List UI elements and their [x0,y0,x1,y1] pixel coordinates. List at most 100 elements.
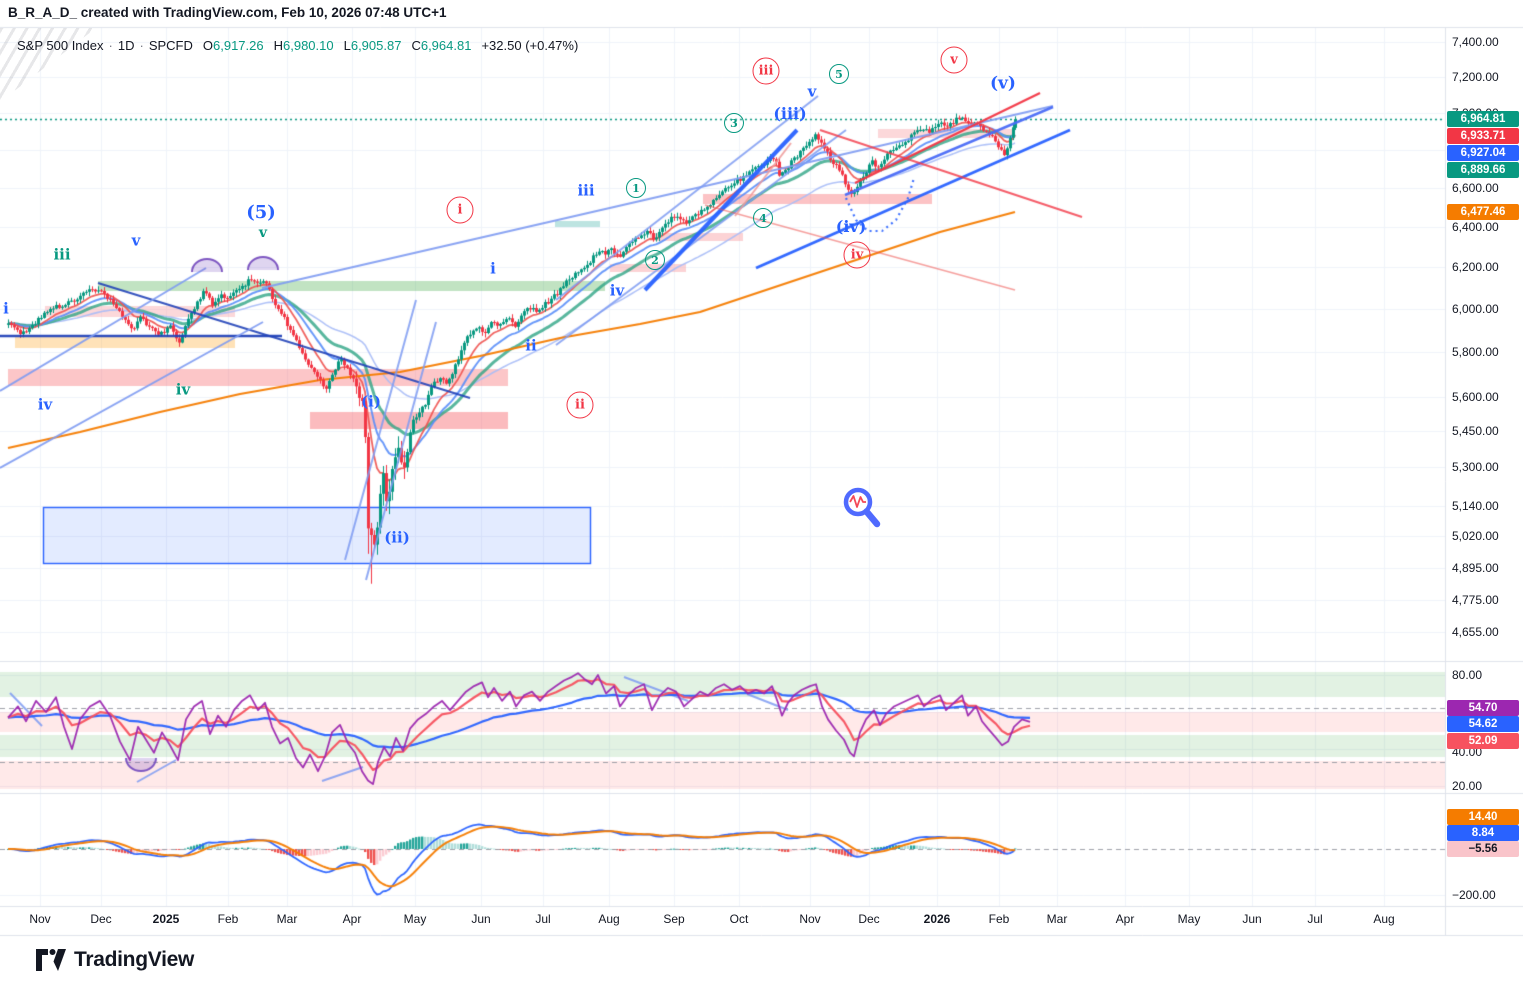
close-value: 6,964.81 [420,38,472,53]
price-axis-label: 5,300.00 [1452,459,1499,474]
wave-label-iii[interactable]: iii [53,245,71,264]
close-letter: C [411,38,421,53]
price-axis-label: 4,895.00 [1452,561,1499,576]
wave-label-iv[interactable]: iv [843,241,871,269]
macd-value-badge: 14.40 [1447,809,1519,825]
time-axis-label[interactable]: Aug [598,912,620,926]
price-axis-label: 6,000.00 [1452,301,1499,316]
wave-label-v[interactable]: v [131,231,141,250]
wave-label-2[interactable]: 2 [645,250,665,270]
time-axis-label[interactable]: Sep [663,912,685,926]
time-axis-label[interactable]: Mar [1046,912,1068,926]
time-axis-label[interactable]: May [1177,912,1201,926]
wave-label-iii[interactable]: iii [577,181,595,200]
price-axis-label: 7,400.00 [1452,35,1499,49]
symbol-name[interactable]: S&P 500 Index [17,38,104,53]
symbol-legend[interactable]: S&P 500 Index · 1D · SPCFD O6,917.26 H6,980.10… [17,38,578,53]
interval-label[interactable]: 1D [117,38,135,53]
price-axis-label: 6,600.00 [1452,180,1499,195]
open-value: 6,917.26 [213,38,264,53]
time-axis-label[interactable]: Jun [1242,912,1262,926]
time-axis-label[interactable]: Feb [988,912,1010,926]
wave-label-v[interactable]: v [807,82,817,101]
price-axis-label: 5,450.00 [1452,424,1499,439]
time-axis-label[interactable]: Jul [1307,912,1323,926]
wave-label-3[interactable]: 3 [724,113,744,133]
rsi-value-badge: 52.09 [1447,733,1519,749]
price-axis-label: 6,200.00 [1452,260,1499,275]
rsi-value-badge: 54.62 [1447,716,1519,732]
tradingview-logo-text: TradingView [74,948,195,971]
wave-label-i[interactable]: i [3,299,9,318]
price-axis-label: 4,655.00 [1452,625,1499,640]
change-value: +32.50 (+0.47%) [481,38,579,53]
wave-label-5[interactable]: (5) [246,202,276,223]
macd-value-badge: 8.84 [1447,825,1519,841]
legend-separator: · [139,38,144,53]
time-axis-label[interactable]: Feb [217,912,239,926]
wave-label-ii[interactable]: ii [566,391,594,419]
legend-separator: · [108,38,113,53]
time-axis-label[interactable]: Nov [799,912,821,926]
wave-label-v[interactable]: v [940,46,968,74]
low-value: 6,905.87 [350,38,402,53]
wave-label-v[interactable]: (v) [990,73,1016,94]
time-axis-label[interactable]: Nov [29,912,51,926]
wave-label-i[interactable]: i [490,259,496,278]
rsi-axis-label: 20.00 [1452,779,1483,793]
time-axis-label[interactable]: Apr [342,912,362,926]
time-axis-label[interactable]: 2025 [152,912,180,926]
time-axis-label[interactable]: Aug [1373,912,1395,926]
macd-axis-label: −200.00 [1452,888,1496,902]
magnifier-pulse-icon [843,487,881,528]
wave-label-v[interactable]: v [258,225,268,241]
time-axis-label[interactable]: 2026 [923,912,951,926]
time-axis-label[interactable]: Apr [1115,912,1135,926]
exchange-label: SPCFD [148,38,193,53]
wave-label-i[interactable]: (i) [361,392,381,411]
tradingview-logo-icon [36,949,66,971]
attribution-text: B_R_A_D_ created with TradingView.com, F… [8,5,447,20]
time-axis-label[interactable]: Dec [858,912,880,926]
price-axis-label: 5,020.00 [1452,528,1499,543]
time-axis-label[interactable]: Mar [276,912,298,926]
price-badge: 6,889.66 [1447,162,1519,178]
wave-label-4[interactable]: 4 [753,208,773,228]
wave-label-ii[interactable]: (ii) [384,528,410,547]
time-axis-label[interactable]: Jul [535,912,551,926]
price-badge: 6,933.71 [1447,128,1519,144]
wave-label-iv[interactable]: (iv) [835,217,867,236]
open-letter: O [202,38,213,53]
wave-label-iv[interactable]: iv [609,281,625,300]
price-axis-label: 5,140.00 [1452,498,1499,513]
wave-label-1[interactable]: 1 [626,178,646,198]
price-badge: 6,927.04 [1447,145,1519,161]
price-axis-label: 5,600.00 [1452,389,1499,404]
wave-label-i[interactable]: i [446,196,474,224]
wave-label-ii[interactable]: ii [525,336,537,355]
price-axis-label: 4,775.00 [1452,592,1499,607]
price-badge: 6,964.81 [1447,111,1519,127]
wave-label-iii[interactable]: (iii) [773,104,807,123]
high-value: 6,980.10 [283,38,334,53]
wave-label-iii[interactable]: iii [752,57,780,85]
time-axis-label[interactable]: Jun [471,912,491,926]
price-axis-label: 6,400.00 [1452,219,1499,234]
high-letter: H [273,38,283,53]
time-axis-label[interactable]: Dec [90,912,112,926]
low-letter: L [343,38,351,53]
rsi-value-badge: 54.70 [1447,700,1519,716]
price-axis-label: 7,200.00 [1452,69,1499,84]
price-badge: 6,477.46 [1447,204,1519,220]
wave-label-iv[interactable]: iv [37,395,53,414]
time-axis-label[interactable]: May [403,912,427,926]
tradingview-logo[interactable]: TradingView [36,948,194,972]
time-axis-label[interactable]: Oct [729,912,749,926]
wave-label-5[interactable]: 5 [829,64,849,84]
price-axis-label: 5,800.00 [1452,345,1499,360]
wave-label-iv[interactable]: iv [175,380,191,399]
rsi-axis-label: 80.00 [1452,668,1483,682]
